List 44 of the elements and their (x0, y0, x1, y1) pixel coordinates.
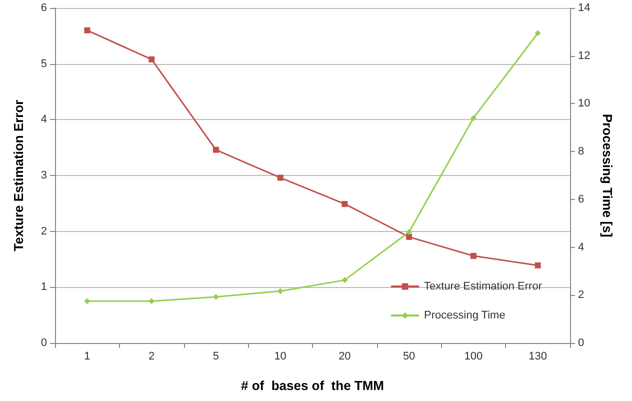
point (534, 262, 541, 268)
x-tick-label: 100 (464, 350, 483, 362)
x-tick-label: 1 (84, 350, 90, 362)
x-tick-label: 130 (528, 350, 547, 362)
point (406, 228, 412, 235)
point (406, 234, 412, 240)
y2-tick-label: 8 (578, 146, 584, 158)
x-tick-label: 2 (148, 350, 155, 362)
legend-label: Processing Time (424, 310, 506, 322)
y2-axis-title: Processing Time [s] (600, 114, 616, 238)
point (534, 30, 541, 36)
point (277, 288, 284, 294)
x-tick-label: 5 (212, 350, 219, 362)
y-tick-label: 0 (40, 337, 47, 349)
y2-tick-label: 2 (578, 289, 584, 302)
y2-tick-label: 10 (578, 98, 590, 110)
point (212, 294, 219, 300)
point (277, 174, 284, 181)
y-tick-label: 1 (40, 281, 47, 294)
x-tick-label: 20 (338, 350, 351, 362)
point (148, 56, 155, 62)
point (84, 298, 90, 304)
point (148, 298, 155, 304)
y2-tick-label: 6 (578, 193, 584, 206)
y-tick-label: 4 (40, 114, 47, 126)
y2-tick-label: 14 (578, 2, 590, 14)
point (342, 200, 348, 207)
y-tick-label: 3 (40, 170, 47, 182)
y2-tick-label: 12 (578, 50, 590, 62)
y-tick-label: 5 (40, 58, 47, 70)
x-tick-label: 10 (274, 350, 286, 362)
point (342, 277, 348, 284)
point (212, 146, 219, 153)
legend-label: Texture Estimation Error (424, 280, 542, 292)
x-tick-label: 50 (402, 350, 416, 362)
y2-tick-label: 0 (578, 337, 584, 349)
point (84, 27, 90, 34)
y-axis-title: Texture Estimation Error (11, 100, 26, 252)
x-axis-title: # of bases of the TMM (240, 378, 384, 393)
y-tick-label: 2 (40, 225, 47, 238)
y2-tick-label: 4 (578, 241, 584, 254)
point (470, 252, 476, 259)
point (470, 115, 476, 122)
y-tick-label: 6 (40, 2, 47, 14)
